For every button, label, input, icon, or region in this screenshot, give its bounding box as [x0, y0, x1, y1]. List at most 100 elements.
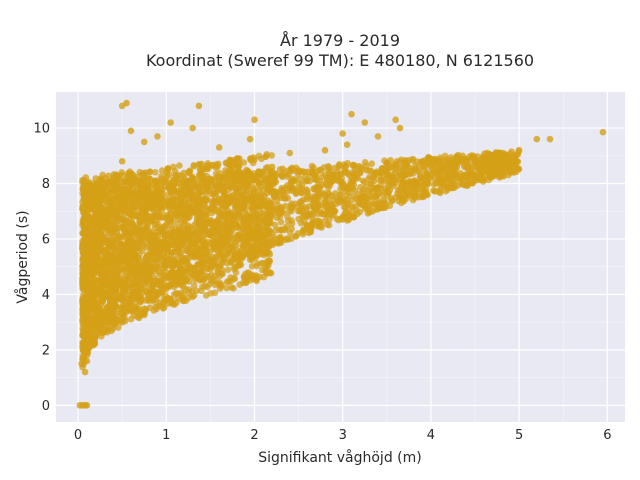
scatter-point	[276, 213, 284, 221]
scatter-point	[356, 169, 364, 177]
scatter-point	[323, 203, 331, 210]
scatter-point	[176, 162, 183, 169]
scatter-point	[95, 245, 103, 252]
scatter-point	[167, 248, 174, 256]
scatter-point	[154, 133, 161, 140]
scatter-point	[89, 265, 97, 272]
scatter-point	[101, 263, 108, 271]
scatter-point	[367, 193, 375, 200]
scatter-point	[373, 192, 381, 199]
scatter-point	[111, 271, 119, 278]
scatter-point	[203, 251, 210, 259]
x-tick-label: 5	[515, 428, 523, 443]
scatter-point	[132, 247, 139, 254]
scatter-point	[279, 165, 287, 173]
scatter-point	[176, 250, 183, 258]
scatter-point	[237, 177, 244, 184]
scatter-point	[349, 178, 356, 186]
scatter-point	[286, 149, 294, 157]
scatter-point	[384, 181, 392, 189]
scatter-point	[457, 174, 465, 182]
scatter-point	[147, 195, 155, 203]
scatter-point	[253, 225, 260, 233]
scatter-point	[255, 219, 263, 227]
scatter-point	[197, 169, 205, 177]
scatter-point	[233, 255, 241, 262]
scatter-point	[255, 170, 263, 177]
scatter-point	[186, 223, 194, 231]
scatter-point	[228, 219, 236, 227]
scatter-point	[229, 213, 236, 220]
scatter-point	[368, 180, 375, 188]
scatter-point	[204, 160, 212, 167]
scatter-point	[156, 270, 164, 278]
x-tick-label: 2	[250, 428, 258, 443]
scatter-point	[162, 169, 170, 176]
scatter-point	[193, 239, 201, 246]
scatter-point	[106, 240, 114, 248]
scatter-point	[262, 269, 270, 276]
scatter-point	[92, 329, 99, 337]
scatter-point	[268, 173, 276, 180]
scatter-point	[255, 152, 263, 160]
scatter-point	[310, 164, 317, 172]
scatter-point	[80, 338, 88, 346]
scatter-point	[228, 184, 235, 192]
scatter-point	[200, 236, 208, 244]
scatter-point	[209, 190, 217, 198]
scatter-point	[118, 260, 125, 267]
scatter-point	[108, 287, 116, 295]
scatter-point	[224, 206, 231, 214]
scatter-point	[145, 216, 152, 224]
scatter-point	[134, 207, 142, 215]
scatter-point	[153, 262, 161, 270]
scatter-point	[177, 212, 184, 219]
scatter-point	[110, 174, 117, 182]
scatter-point	[249, 193, 256, 200]
scatter-point	[157, 204, 165, 211]
scatter-point	[127, 299, 135, 307]
scatter-point	[514, 158, 522, 166]
scatter-point	[472, 158, 479, 165]
scatter-point	[266, 250, 274, 258]
scatter-point	[98, 176, 106, 184]
scatter-point	[80, 307, 87, 314]
scatter-point	[225, 278, 232, 285]
scatter-point	[337, 185, 344, 193]
scatter-point	[321, 146, 329, 154]
scatter-point	[260, 245, 268, 253]
scatter-point	[85, 254, 93, 262]
scatter-point	[447, 154, 455, 161]
scatter-point	[214, 269, 222, 277]
y-tick-label: 8	[42, 177, 50, 192]
scatter-point	[233, 155, 241, 162]
scatter-point	[151, 268, 159, 275]
scatter-point	[483, 149, 491, 157]
scatter-point	[359, 201, 366, 209]
scatter-point	[79, 176, 86, 184]
scatter-point	[124, 275, 132, 282]
scatter-point	[170, 291, 178, 298]
scatter-point	[96, 276, 103, 284]
scatter-point	[154, 256, 162, 264]
scatter-point	[278, 186, 285, 194]
scatter-point	[402, 191, 409, 199]
scatter-point	[312, 194, 320, 202]
scatter-point	[200, 223, 208, 230]
scatter-point	[313, 217, 321, 224]
scatter-point	[365, 167, 373, 174]
scatter-point	[216, 213, 223, 221]
scatter-point	[256, 207, 264, 215]
scatter-point	[297, 198, 305, 205]
scatter-point	[227, 259, 235, 266]
scatter-point	[140, 138, 148, 146]
scatter-point	[496, 149, 504, 157]
scatter-point	[335, 176, 343, 184]
scatter-point	[186, 248, 193, 255]
scatter-point	[403, 184, 410, 192]
scatter-point	[359, 189, 366, 196]
scatter-point	[266, 220, 273, 227]
scatter-point	[121, 265, 128, 272]
scatter-point	[246, 135, 254, 143]
scatter-point	[232, 201, 240, 209]
